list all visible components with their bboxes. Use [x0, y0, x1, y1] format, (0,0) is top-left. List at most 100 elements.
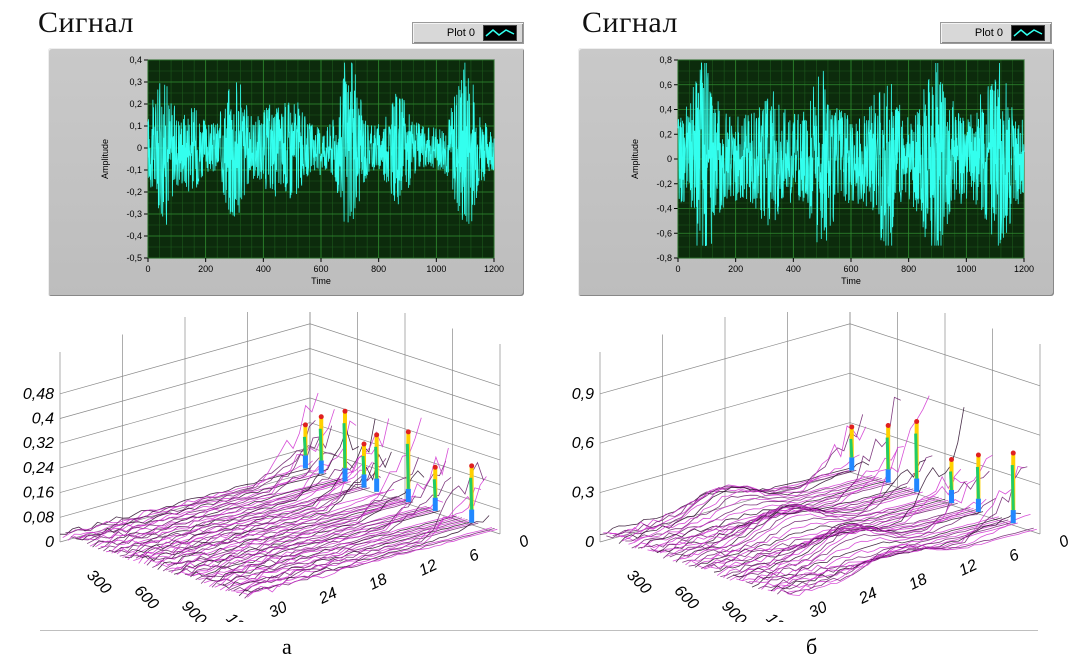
caption-a: а: [282, 634, 292, 659]
surface-ridge: [192, 499, 444, 577]
surface-ridge: [751, 517, 1003, 588]
y-tick-label: -0,8: [656, 253, 672, 263]
line-style-icon: [483, 25, 517, 41]
time-tick-label: 1200: [223, 610, 260, 622]
surface-peak: [432, 464, 438, 470]
surface-ridge: [146, 496, 397, 566]
signal-title-a: Сигнал: [38, 6, 134, 39]
surface-ridge: [76, 473, 327, 541]
surface-ridge: [100, 481, 351, 547]
surface-ridge: [742, 454, 993, 582]
scalogram-3d-a: 0,48 0,4 0,32 0,24 0,16 0,08 0 300 600 900 1200 0 6 1…: [23, 312, 532, 622]
surface-ridge: [682, 455, 933, 563]
surface-peak: [849, 438, 854, 458]
x-tick-label: 1200: [484, 264, 504, 274]
grid-line: [59, 348, 501, 419]
surface-ridge: [130, 472, 381, 558]
surface-ridge: [165, 495, 416, 571]
waveform-chart-b[interactable]: 0,80,60,40,20-0,2-0,4-0,6-0,80 200 400 600 8…: [578, 48, 1054, 296]
surface-ridge: [162, 501, 414, 572]
surface-ridge: [108, 428, 360, 553]
plot-legend-a[interactable]: Plot 0: [412, 22, 524, 44]
y-tick-label: 0,3: [129, 77, 142, 87]
z-tick-label: 0: [45, 534, 54, 551]
surface-ridge: [736, 498, 987, 582]
x-tick-label: 200: [198, 264, 213, 274]
divider-line: [40, 630, 1038, 631]
grid-line: [59, 422, 501, 493]
surface-peak: [975, 466, 980, 499]
surface-ridge: [666, 489, 917, 557]
y-tick-label: 0,1: [129, 121, 142, 131]
surface-peak: [342, 423, 347, 469]
plot-legend-b[interactable]: Plot 0: [940, 22, 1052, 44]
surface-peak: [318, 414, 324, 420]
z-tick-label: 0,16: [23, 485, 54, 502]
y-tick-label: 0,2: [129, 99, 142, 109]
waveform-chart-a[interactable]: 0,40,30,20,10-0,1-0,2-0,3-0,4-0,50 200 400…: [48, 48, 524, 296]
surface-peak: [361, 441, 367, 447]
x-tick-label: 1000: [426, 264, 446, 274]
surface-ridge: [704, 501, 955, 570]
x-tick-label: 1000: [956, 264, 976, 274]
scale-tick-label: 18: [907, 571, 930, 594]
grid-line: [599, 372, 1041, 444]
time-tick-label: 600: [131, 582, 162, 613]
surface-ridge: [181, 507, 433, 575]
surface-ridge: [206, 515, 457, 582]
surface-ridge: [230, 487, 482, 592]
scale-tick-label: 24: [316, 585, 340, 608]
surface-peak: [849, 424, 855, 430]
surface-ridge: [209, 516, 460, 587]
surface-ridge: [634, 479, 885, 549]
surface-peak: [318, 428, 323, 461]
y-tick-label: -0,4: [656, 204, 672, 214]
surface-ridge: [228, 522, 479, 591]
surface-ridge: [70, 433, 322, 540]
surface-ridge: [675, 459, 927, 563]
signal-title-b: Сигнал: [582, 6, 678, 39]
axes-box: [59, 312, 501, 543]
scale-tick-label: 12: [417, 557, 440, 580]
surface-ridge: [143, 489, 395, 565]
y-tick-label: 0,6: [659, 80, 672, 90]
surface-peak: [374, 432, 380, 438]
surface-ridge: [176, 505, 427, 576]
surface-ridge: [89, 477, 341, 547]
time-tick-label: 300: [83, 567, 114, 598]
z-tick-label: 0,48: [23, 386, 54, 403]
x-tick-label: 0: [145, 264, 150, 274]
surface-ridge: [622, 475, 873, 542]
surface-peak: [302, 422, 308, 428]
scale-tick-label: 0: [1057, 532, 1070, 551]
y-tick-label: -0,1: [126, 165, 142, 175]
surface-peak: [885, 423, 891, 429]
x-tick-label: 200: [728, 264, 743, 274]
surface-ridge: [103, 461, 354, 552]
surface-ridge: [149, 497, 400, 563]
surface-ridge: [173, 470, 425, 575]
surface-ridge: [615, 425, 867, 540]
y-tick-label: -0,2: [126, 187, 142, 197]
x-tick-label: 800: [371, 264, 386, 274]
surface-ridge: [211, 517, 463, 588]
surface-ridge: [755, 518, 1006, 583]
z-tick-label: 0: [585, 534, 594, 551]
z-tick-label: 0,24: [23, 460, 54, 477]
y-tick-label: -0,2: [656, 179, 672, 189]
y-tick-label: -0,6: [656, 228, 672, 238]
surface-ridge: [190, 510, 441, 578]
surface-ridge: [154, 498, 406, 567]
grid-line: [59, 397, 501, 469]
surface-peak: [885, 437, 890, 470]
surface-ridge: [745, 497, 996, 585]
surface-ridge: [67, 392, 319, 541]
y-tick-label: 0,4: [129, 55, 142, 65]
surface-ridge: [78, 463, 330, 540]
y-tick-label: 0,2: [659, 129, 672, 139]
surface-ridge: [653, 446, 904, 553]
surface-ridge: [780, 514, 1031, 593]
surface-peak: [469, 477, 474, 510]
surface-ridge: [84, 409, 335, 541]
scale-tick-label: 6: [1007, 546, 1022, 565]
